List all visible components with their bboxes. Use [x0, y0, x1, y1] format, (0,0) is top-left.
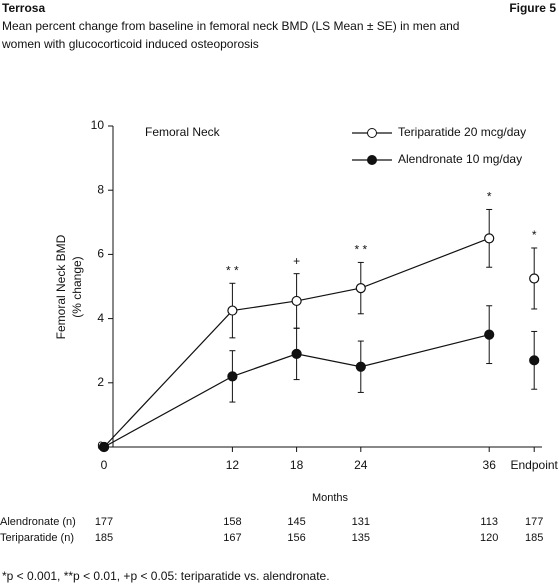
data-point [227, 371, 238, 382]
significance-label: * * [226, 263, 239, 277]
data-point [529, 273, 540, 284]
subtitle: women with glucocorticoid induced osteop… [1, 37, 259, 51]
footnote: *p < 0.001, **p < 0.01, +p < 0.05: terip… [2, 569, 330, 583]
table-cell: 113 [480, 516, 498, 528]
table-cell: 131 [352, 516, 370, 528]
x-tick-label: 12 [226, 458, 240, 472]
y-axis-label: (% change) [70, 256, 84, 317]
table-cell: 167 [223, 532, 241, 544]
x-tick-label: Endpoint [511, 458, 559, 472]
table-cell: 185 [525, 532, 543, 544]
significance-label: * [532, 228, 537, 242]
figure-label: Figure 5 [509, 1, 556, 15]
x-tick-label: 36 [483, 458, 497, 472]
table-row-label: Alendronate (n) [0, 516, 76, 528]
panel-label: Femoral Neck [145, 125, 221, 139]
y-tick-label: 2 [97, 375, 104, 389]
significance-label: * * [354, 243, 367, 257]
data-point [484, 233, 495, 244]
data-point [98, 441, 110, 453]
x-tick-label: 0 [101, 458, 108, 472]
y-tick-label: 8 [97, 182, 104, 196]
table-row-label: Teriparatide (n) [0, 532, 74, 544]
header-title: Terrosa [2, 1, 45, 15]
data-point [227, 305, 238, 316]
table-cell: 135 [352, 532, 370, 544]
table-cell: 177 [95, 516, 113, 528]
legend-marker [367, 128, 377, 138]
y-tick-label: 4 [97, 311, 104, 325]
significance-label: + [293, 254, 300, 268]
y-axis-label: Femoral Neck BMD [54, 234, 68, 339]
y-tick-label: 10 [91, 118, 105, 132]
table-cell: 145 [287, 516, 305, 528]
subtitle: Mean percent change from baseline in fem… [2, 19, 459, 33]
x-tick-label: 24 [354, 458, 368, 472]
legend-label: Teriparatide 20 mcg/day [398, 125, 526, 139]
y-tick-label: 6 [97, 247, 104, 261]
table-cell: 177 [525, 516, 543, 528]
legend-marker [367, 155, 377, 165]
data-point [529, 355, 540, 366]
x-tick-label: 18 [290, 458, 304, 472]
table-cell: 185 [95, 532, 113, 544]
table-cell: 156 [287, 532, 305, 544]
significance-label: * [487, 190, 492, 204]
data-point [291, 295, 302, 307]
data-point [291, 348, 302, 360]
table-cell: 158 [223, 516, 241, 528]
table-cell: 120 [480, 532, 498, 544]
data-point [484, 329, 495, 340]
x-axis-label: Months [312, 492, 349, 504]
legend-label: Alendronate 10 mg/day [398, 152, 522, 166]
data-point [355, 283, 366, 294]
data-point [355, 361, 366, 372]
